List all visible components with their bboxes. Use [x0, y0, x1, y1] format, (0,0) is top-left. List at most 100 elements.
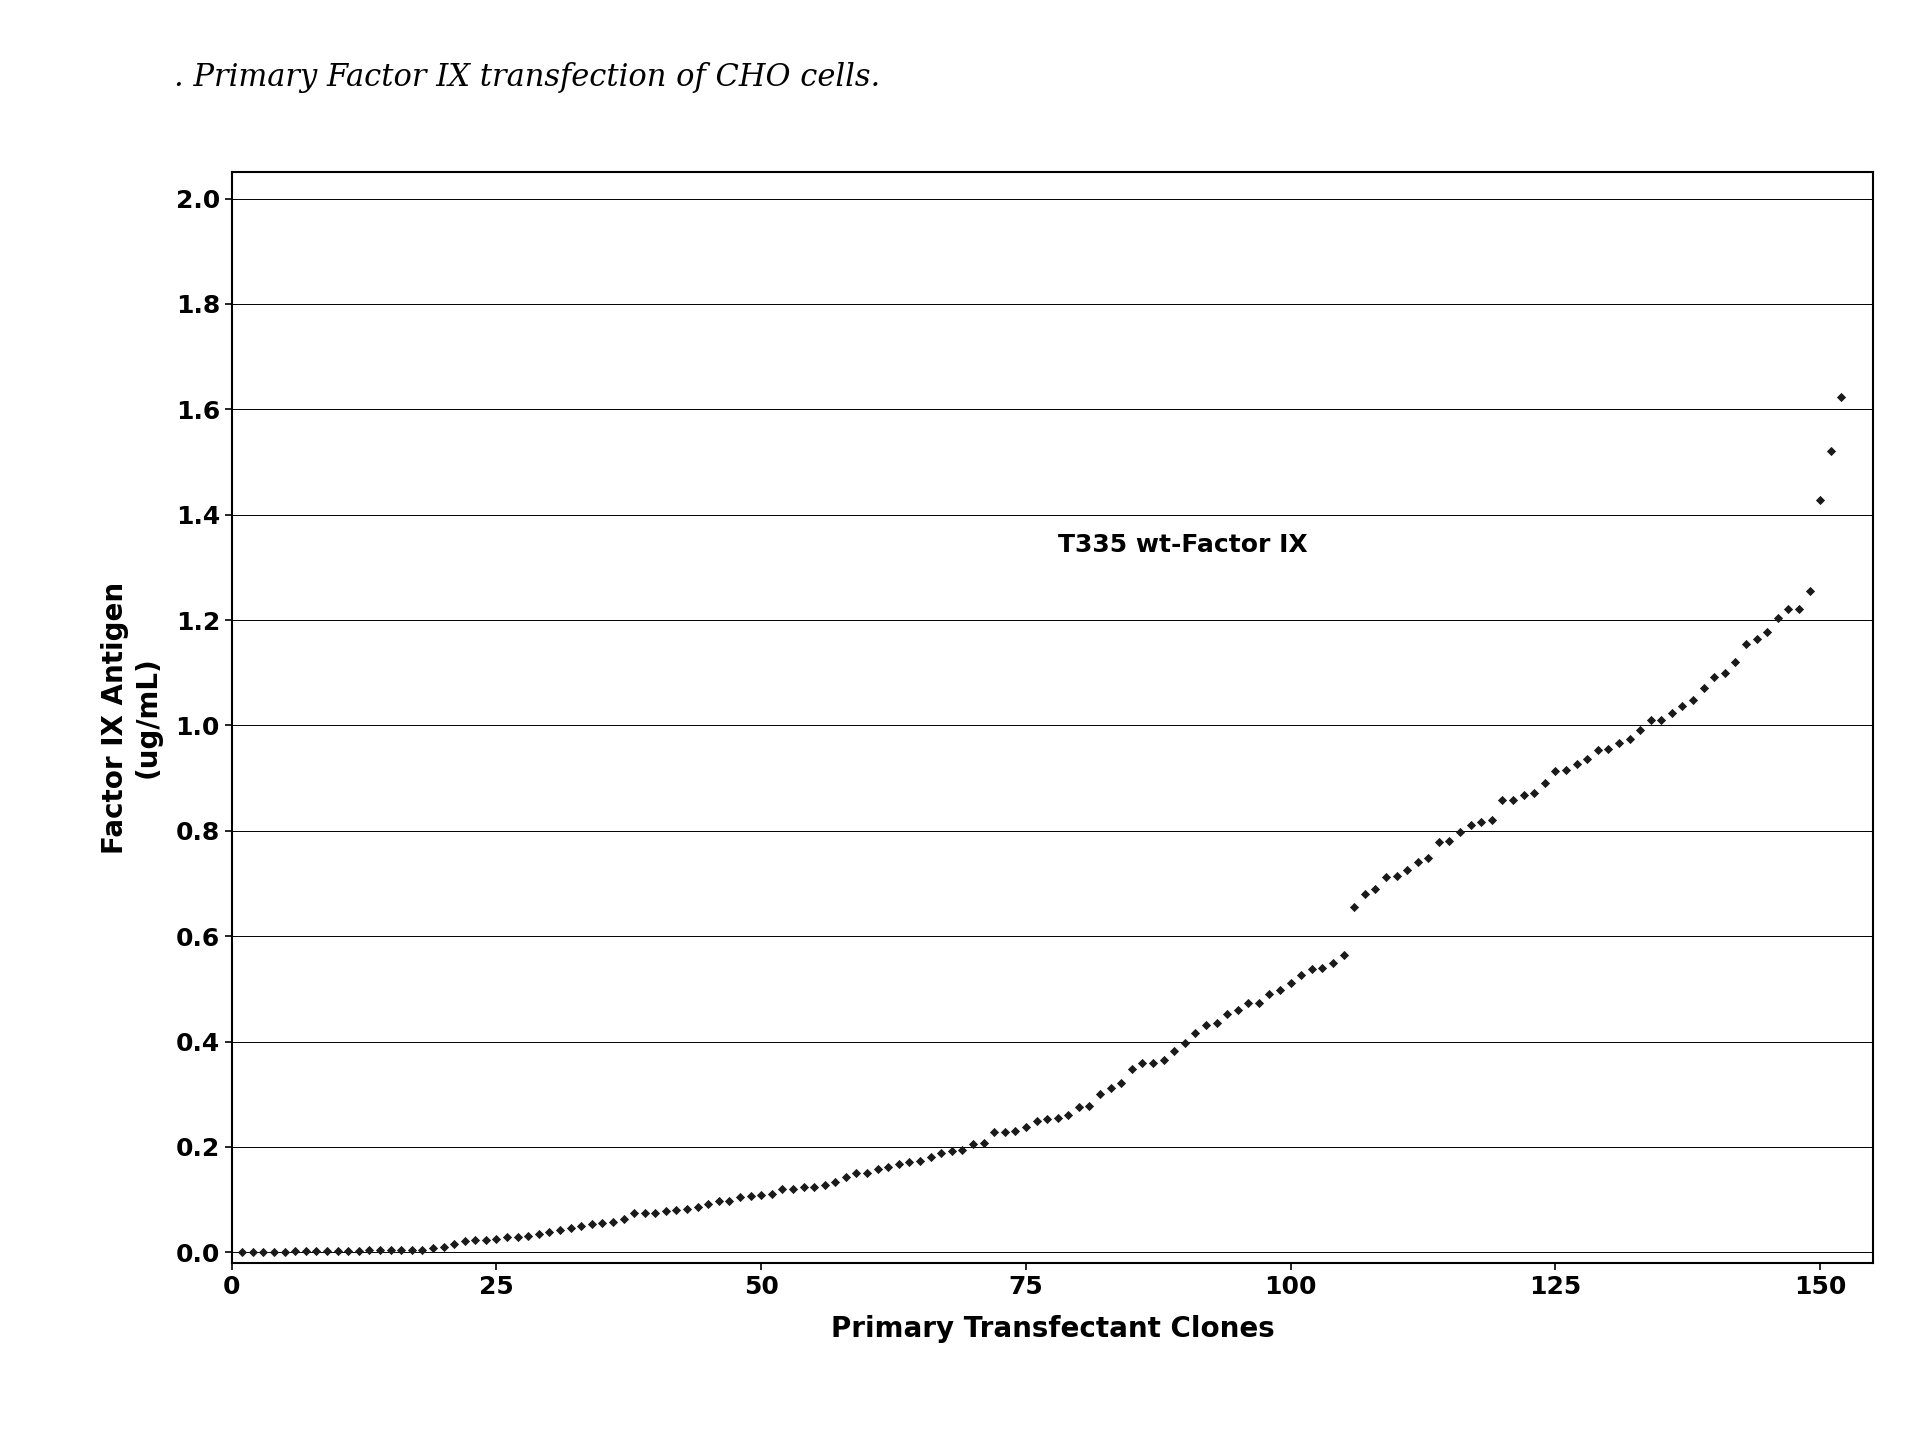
Point	[565, 1214, 596, 1237]
Point	[1009, 1115, 1040, 1138]
Point	[1623, 719, 1654, 742]
Point	[301, 1240, 332, 1263]
Point	[1635, 709, 1666, 732]
Point	[1170, 1032, 1200, 1055]
Point	[1222, 999, 1253, 1022]
Point	[1307, 956, 1337, 979]
Point	[1274, 971, 1305, 994]
Point	[946, 1138, 977, 1161]
Point	[1826, 386, 1857, 409]
Point	[1042, 1106, 1073, 1129]
Point	[1507, 784, 1538, 806]
Point	[438, 1233, 469, 1256]
Point	[1581, 739, 1612, 762]
Point	[1519, 781, 1550, 804]
Point	[1359, 878, 1390, 901]
Point	[1021, 1109, 1052, 1132]
Point	[502, 1225, 533, 1248]
Point	[1148, 1049, 1179, 1072]
Point	[1200, 1012, 1231, 1035]
Point	[766, 1177, 797, 1200]
Point	[988, 1121, 1019, 1144]
Point	[1550, 758, 1581, 781]
Point	[311, 1240, 342, 1263]
X-axis label: Primary Transfectant Clones: Primary Transfectant Clones	[830, 1316, 1274, 1343]
Point	[332, 1240, 363, 1263]
Point	[1413, 847, 1444, 870]
Point	[575, 1213, 606, 1236]
Point	[660, 1198, 691, 1221]
Point	[259, 1240, 290, 1263]
Point	[1073, 1095, 1104, 1118]
Point	[1116, 1058, 1146, 1081]
Point	[1137, 1052, 1168, 1075]
Point	[1380, 865, 1411, 888]
Point	[1498, 789, 1529, 812]
Point	[1085, 1082, 1116, 1105]
Point	[353, 1238, 384, 1261]
Point	[1592, 738, 1623, 761]
Point	[554, 1217, 585, 1240]
Point	[1253, 983, 1283, 1006]
Point	[1486, 789, 1517, 812]
Point	[1666, 695, 1696, 718]
Point	[1264, 979, 1295, 1002]
Point	[841, 1162, 872, 1185]
Point	[1772, 598, 1803, 621]
Point	[1231, 992, 1262, 1015]
Point	[693, 1192, 724, 1215]
Point	[1106, 1071, 1137, 1093]
Point	[1285, 964, 1316, 987]
Point	[492, 1225, 523, 1248]
Point	[523, 1223, 554, 1246]
Point	[1476, 808, 1507, 831]
Point	[778, 1177, 809, 1200]
Point	[872, 1155, 903, 1178]
Point	[280, 1240, 311, 1263]
Point	[703, 1190, 733, 1213]
Point	[1063, 1095, 1094, 1118]
Point	[1529, 772, 1559, 795]
Point	[1741, 629, 1772, 651]
Point	[650, 1200, 681, 1223]
Point	[967, 1131, 998, 1154]
Point	[450, 1230, 481, 1253]
Point	[1720, 650, 1751, 673]
Point	[936, 1139, 967, 1162]
Point	[1392, 858, 1422, 881]
Point	[290, 1240, 320, 1263]
Point	[1191, 1013, 1222, 1036]
Point	[268, 1240, 299, 1263]
Point	[1677, 689, 1708, 712]
Point	[608, 1208, 639, 1231]
Point	[809, 1174, 840, 1197]
Point	[1158, 1039, 1189, 1062]
Point	[513, 1225, 544, 1248]
Point	[344, 1240, 374, 1263]
Point	[322, 1240, 353, 1263]
Point	[724, 1185, 755, 1208]
Point	[1708, 662, 1739, 684]
Point	[407, 1238, 438, 1261]
Point	[1349, 883, 1380, 905]
Point	[1644, 709, 1675, 732]
Point	[1094, 1076, 1125, 1099]
Point	[787, 1175, 818, 1198]
Point	[1814, 439, 1845, 462]
Point	[1783, 597, 1814, 620]
Point	[1687, 676, 1718, 699]
Point	[681, 1195, 712, 1218]
Point	[1455, 814, 1486, 837]
Point	[1656, 702, 1687, 725]
Point	[714, 1190, 745, 1213]
Point	[481, 1227, 511, 1250]
Point	[1000, 1119, 1031, 1142]
Point	[544, 1218, 575, 1241]
Point	[1243, 992, 1274, 1015]
Point	[915, 1145, 946, 1168]
Point	[1571, 748, 1602, 771]
Point	[851, 1161, 882, 1184]
Point	[1762, 607, 1793, 630]
Point	[639, 1201, 670, 1224]
Point	[1805, 489, 1835, 512]
